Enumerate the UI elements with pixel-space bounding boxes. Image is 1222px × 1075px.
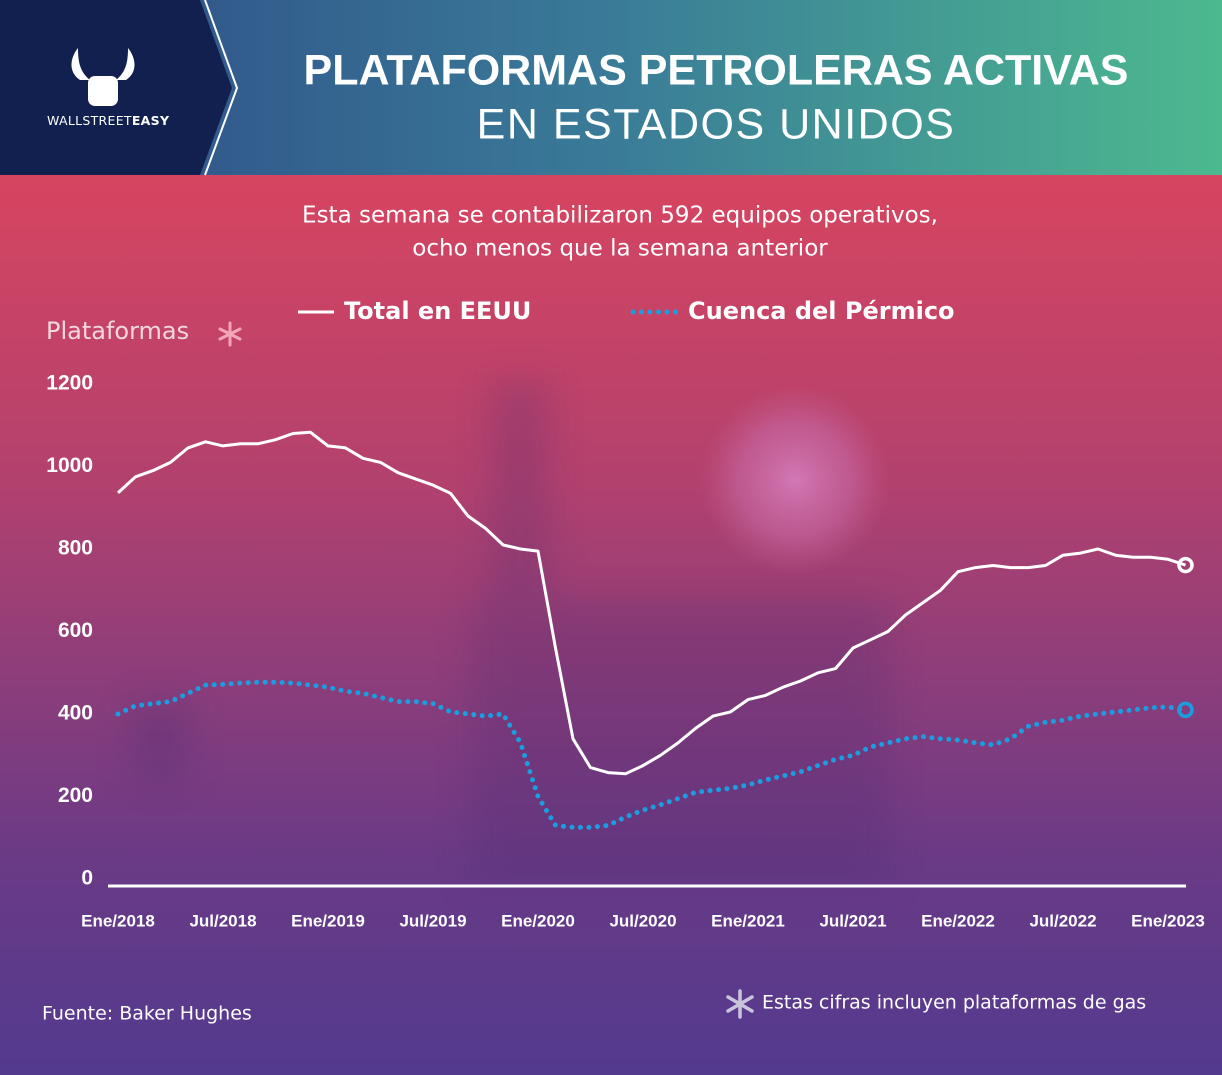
series-line: [115, 679, 1188, 830]
x-tick-label: Jul/2018: [189, 911, 256, 930]
end-marker: [1177, 701, 1194, 719]
x-tick-label: Ene/2021: [711, 911, 785, 930]
x-tick-label: Jul/2021: [819, 911, 886, 930]
logo-icon: [71, 48, 135, 106]
logo-word-bold: EASY: [132, 113, 170, 128]
legend-label: Total en EEUU: [344, 297, 531, 325]
x-tick-label: Jul/2020: [609, 911, 676, 930]
subtitle-line-2: ocho menos que la semana anterior: [412, 236, 828, 262]
y-axis-label: Plataformas: [46, 317, 189, 345]
logo-word: WALLSTREET: [47, 113, 132, 128]
y-tick-label: 600: [58, 619, 93, 642]
x-tick-label: Ene/2020: [501, 911, 575, 930]
sun-glow: [700, 385, 890, 575]
title: PLATAFORMAS PETROLERAS ACTIVAS: [304, 46, 1129, 94]
y-tick-label: 1200: [46, 372, 93, 395]
x-tick-label: Jul/2019: [399, 911, 466, 930]
y-tick-label: 400: [58, 702, 93, 725]
x-tick-label: Jul/2022: [1029, 911, 1096, 930]
asterisk-icon: [218, 321, 242, 347]
x-tick-label: Ene/2022: [921, 911, 995, 930]
asterisk-icon: [726, 989, 754, 1019]
title-line-2: EN ESTADOS UNIDOS: [477, 100, 956, 148]
rig-silhouette: [130, 380, 890, 890]
series-line: [116, 430, 1186, 776]
y-tick-label: 0: [81, 867, 93, 890]
logo-text: WALLSTREETEASY: [47, 113, 170, 128]
note: Estas cifras incluyen plataformas de gas: [762, 992, 1146, 1014]
chevron: [204, 0, 239, 176]
end-marker: [1177, 556, 1194, 574]
source: Fuente: Baker Hughes: [42, 1003, 252, 1025]
y-tick-label: 1000: [46, 454, 93, 477]
legend-label: Cuenca del Pérmico: [688, 297, 955, 325]
y-tick-label: 200: [58, 784, 93, 807]
subtitle: Esta semana se contabilizaron 592 equipo…: [302, 203, 938, 229]
x-tick-label: Ene/2023: [1131, 911, 1205, 930]
x-tick-label: Ene/2018: [81, 911, 155, 930]
x-tick-label: Ene/2019: [291, 911, 365, 930]
y-tick-label: 800: [58, 537, 93, 560]
